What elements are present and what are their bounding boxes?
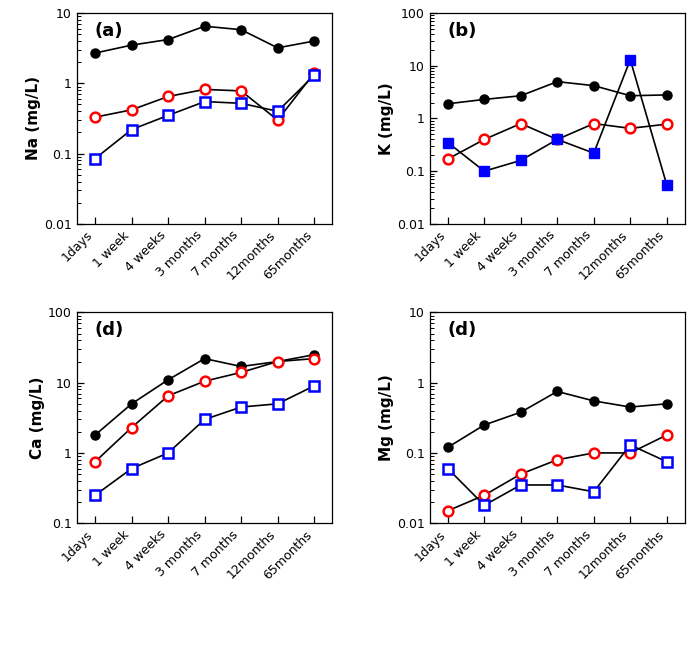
- Text: (a): (a): [95, 22, 123, 39]
- Y-axis label: K (mg/L): K (mg/L): [379, 82, 394, 155]
- Text: (d): (d): [447, 321, 477, 339]
- Text: (d): (d): [95, 321, 124, 339]
- Text: (b): (b): [447, 22, 477, 39]
- Y-axis label: Na (mg/L): Na (mg/L): [27, 77, 41, 160]
- Y-axis label: Mg (mg/L): Mg (mg/L): [379, 375, 394, 461]
- Y-axis label: Ca (mg/L): Ca (mg/L): [30, 377, 45, 459]
